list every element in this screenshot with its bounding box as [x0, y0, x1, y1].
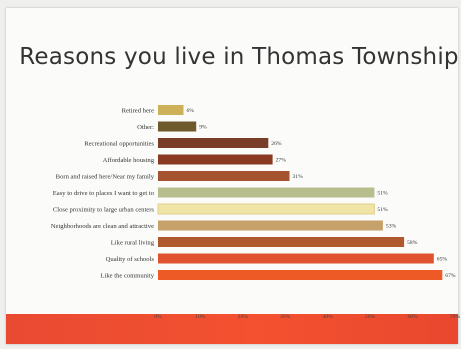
value-label: 53%: [386, 224, 397, 230]
bar: [158, 187, 375, 198]
category-label: Retired here: [122, 107, 154, 114]
bar: [158, 121, 197, 132]
bar: [158, 171, 290, 181]
x-tick-label: 10%: [195, 314, 206, 320]
bar: [157, 203, 375, 215]
footer-bar: [6, 314, 458, 344]
category-label: Other:: [137, 124, 154, 131]
category-label: Like the community: [101, 272, 155, 279]
category-label: Affordable housing: [103, 157, 155, 164]
value-label: 51%: [377, 207, 388, 213]
chart-title: Reasons you live in Thomas Township: [19, 44, 459, 70]
category-label: Close proximity to large urban centers: [53, 206, 155, 213]
slide: Reasons you live in Thomas Township: [6, 8, 459, 344]
value-label: 26%: [271, 141, 282, 147]
x-tick-label: 40%: [323, 314, 334, 320]
bar: [158, 237, 405, 247]
category-label: Recreational opportunities: [84, 140, 154, 147]
bar: [158, 138, 269, 148]
x-tick-label: 20%: [238, 314, 249, 320]
x-tick-label: 0%: [154, 314, 162, 320]
value-label: 27%: [276, 158, 287, 164]
category-label: Quality of schools: [106, 256, 155, 263]
value-label: 58%: [407, 240, 418, 246]
value-label: 67%: [445, 273, 456, 279]
value-label: 9%: [199, 125, 207, 131]
x-tick-label: 70%: [450, 314, 461, 320]
bar: [158, 220, 383, 231]
category-label: Like rural living: [111, 239, 155, 246]
category-label: Easy to drive to places I want to get to: [53, 190, 155, 197]
value-label: 65%: [437, 257, 448, 263]
value-label: 31%: [293, 174, 304, 180]
value-label: 6%: [187, 108, 195, 114]
bar: [158, 105, 184, 115]
value-label: 51%: [377, 191, 388, 197]
category-label: Born and raised here/Near my family: [56, 173, 155, 180]
x-tick-label: 50%: [365, 314, 376, 320]
bar: [158, 270, 443, 280]
bar: [158, 154, 273, 165]
bar: [158, 253, 434, 264]
x-tick-label: 60%: [407, 314, 418, 320]
x-tick-label: 30%: [280, 314, 291, 320]
category-label: Neighborhoods are clean and attractive: [51, 223, 154, 230]
